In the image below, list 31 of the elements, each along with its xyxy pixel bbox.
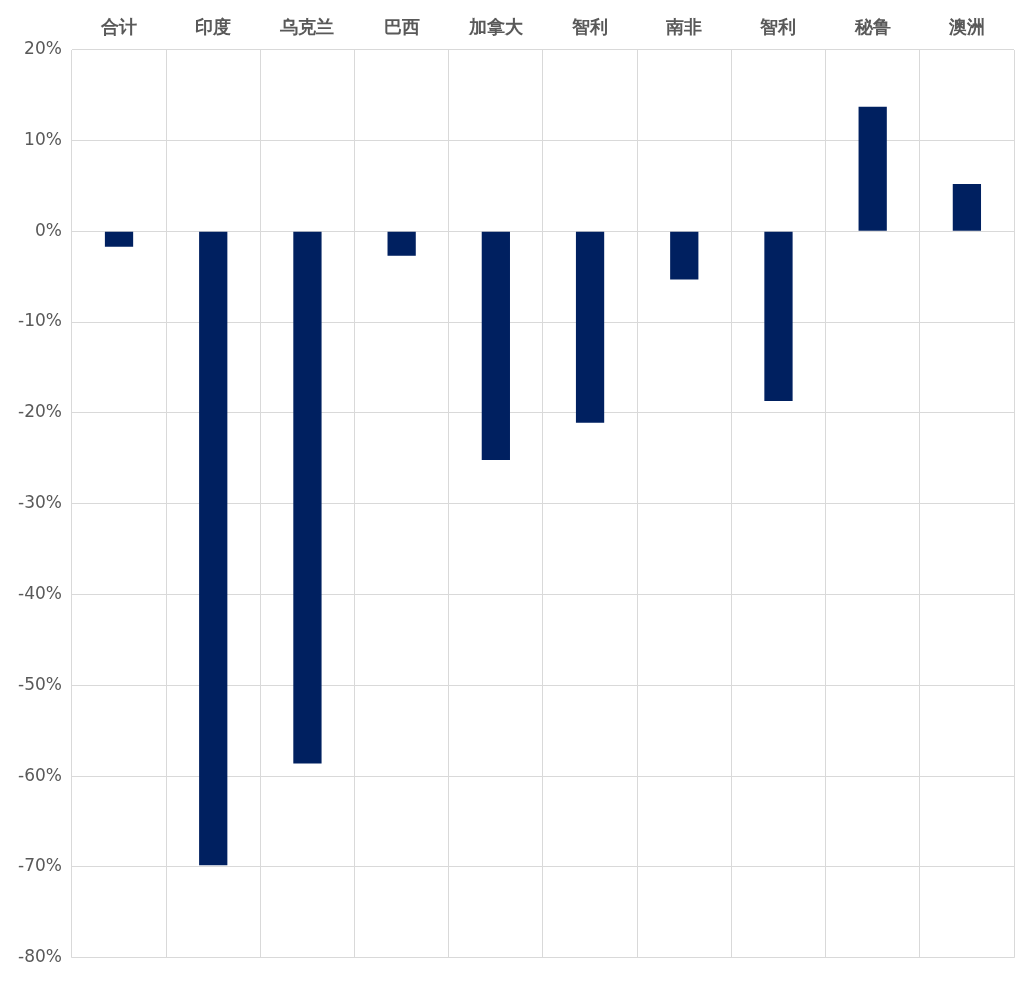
- y-tick-label: 0%: [34, 219, 62, 240]
- bar: [858, 106, 887, 231]
- y-tick-label: -50%: [18, 673, 62, 694]
- bar: [952, 184, 982, 231]
- x-tick-label: 巴西: [383, 16, 420, 38]
- x-tick-label: 印度: [195, 16, 232, 38]
- y-tick-label: 20%: [24, 38, 62, 59]
- bar: [481, 231, 510, 461]
- x-tick-label: 南非: [665, 16, 703, 38]
- x-tick-label: 乌克兰: [279, 16, 335, 38]
- y-tick-label: -30%: [18, 492, 62, 513]
- bar: [387, 231, 416, 256]
- x-tick-label: 秘鲁: [853, 16, 891, 38]
- y-tick-label: -70%: [18, 855, 62, 876]
- x-tick-label: 智利: [759, 16, 797, 38]
- x-tick-label: 合计: [100, 16, 138, 38]
- bar: [670, 231, 699, 280]
- y-tick-label: -10%: [18, 310, 62, 331]
- bar: [199, 231, 228, 866]
- x-tick-label: 智利: [571, 16, 609, 38]
- bar: [764, 231, 793, 402]
- y-tick-label: -60%: [18, 764, 62, 785]
- y-tick-label: -40%: [18, 582, 62, 603]
- y-tick-label: 10%: [24, 128, 62, 149]
- y-tick-label: -20%: [18, 401, 62, 422]
- x-tick-label: 澳洲: [947, 16, 985, 38]
- bar: [104, 231, 134, 247]
- x-tick-label: 加拿大: [467, 16, 524, 38]
- bar: [293, 231, 322, 764]
- bar: [575, 231, 605, 423]
- y-tick-label: -80%: [18, 946, 62, 967]
